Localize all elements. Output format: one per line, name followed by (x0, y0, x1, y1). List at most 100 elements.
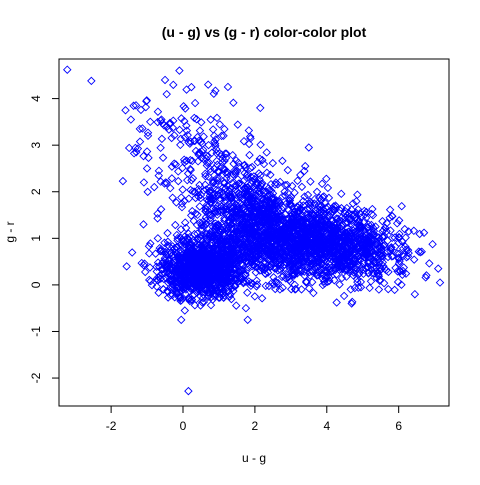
data-point (227, 192, 236, 202)
data-point (345, 262, 354, 271)
data-point (220, 156, 229, 166)
data-point (312, 187, 322, 197)
data-point (273, 266, 283, 275)
data-point (349, 258, 359, 268)
data-point (250, 292, 260, 301)
data-point (377, 246, 386, 255)
data-point (416, 248, 425, 257)
data-point (375, 276, 385, 286)
data-point (317, 246, 327, 255)
data-point (256, 103, 265, 113)
data-point (210, 281, 220, 291)
data-point (153, 107, 163, 116)
data-point (242, 185, 251, 194)
data-point (238, 253, 248, 263)
data-point (245, 150, 254, 160)
data-point (315, 224, 324, 234)
data-point (231, 301, 241, 310)
y-tick-label: -2 (29, 372, 43, 383)
data-point (326, 225, 336, 234)
data-point (358, 243, 368, 252)
data-point (382, 218, 392, 228)
data-point (371, 257, 381, 267)
data-point (187, 249, 196, 258)
data-point (278, 192, 287, 201)
data-point (165, 276, 174, 286)
data-point (305, 267, 314, 277)
data-point (176, 276, 185, 286)
data-point (197, 118, 206, 127)
data-point (219, 293, 228, 302)
data-point (256, 140, 265, 150)
data-point (195, 218, 205, 227)
data-point (194, 150, 203, 159)
data-point (330, 227, 340, 236)
data-point (332, 202, 341, 211)
data-point (317, 258, 327, 268)
data-point (156, 143, 165, 153)
data-point (403, 245, 413, 255)
data-point (180, 274, 189, 283)
data-point (245, 185, 254, 194)
data-point (385, 213, 394, 222)
data-point (234, 189, 243, 198)
data-point (347, 205, 356, 214)
data-point (190, 229, 199, 239)
data-point (312, 246, 321, 256)
data-point (190, 98, 200, 108)
data-point (270, 205, 279, 214)
data-point (188, 187, 197, 196)
data-point (234, 266, 244, 275)
data-point (269, 213, 278, 222)
data-point (255, 216, 264, 226)
data-point (353, 205, 363, 214)
data-point (122, 262, 131, 271)
data-point (201, 172, 210, 181)
data-point (218, 183, 228, 192)
data-point (242, 171, 251, 180)
data-point (323, 246, 333, 255)
data-point (172, 249, 181, 258)
data-point (397, 280, 406, 290)
data-point (192, 266, 202, 275)
data-point (234, 162, 244, 172)
data-point (255, 255, 265, 265)
data-point (133, 144, 143, 153)
data-point (177, 296, 186, 305)
data-point (302, 277, 311, 286)
data-point (142, 96, 151, 106)
data-point (157, 115, 166, 124)
data-point (194, 184, 203, 194)
data-point (335, 265, 344, 275)
data-point (277, 211, 286, 221)
data-point (208, 194, 218, 204)
data-point (317, 195, 326, 204)
data-point (222, 173, 231, 183)
data-point (238, 234, 248, 244)
data-point (261, 258, 270, 268)
data-point (278, 156, 287, 166)
data-point (268, 158, 278, 168)
data-point (369, 249, 379, 259)
data-point (220, 124, 229, 134)
data-point (242, 266, 251, 275)
points-layer (63, 65, 445, 396)
data-point (220, 244, 230, 253)
data-point (208, 125, 218, 134)
data-point (163, 228, 172, 238)
data-point (256, 179, 266, 189)
data-point (286, 199, 295, 209)
data-point (243, 224, 252, 234)
data-point (197, 254, 206, 263)
data-point (259, 236, 269, 246)
data-point (157, 134, 167, 144)
data-point (290, 285, 300, 294)
data-point (153, 117, 162, 127)
data-point (193, 235, 202, 244)
data-point (356, 222, 366, 231)
data-point (293, 176, 302, 185)
data-point (425, 259, 434, 268)
data-point (202, 195, 212, 205)
data-point (251, 268, 261, 277)
data-point (272, 227, 281, 236)
